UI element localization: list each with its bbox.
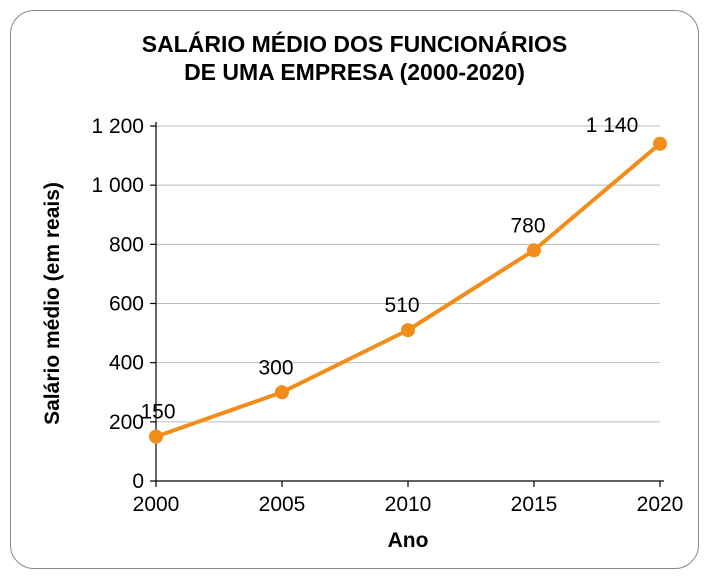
data-label: 780 [510, 214, 545, 237]
series-line [156, 144, 660, 437]
y-tick-label: 200 [109, 411, 144, 434]
data-point [527, 243, 541, 257]
chart-svg: 0 200 400 600 800 1 000 1 200 2000 2005 2010 2015 2… [21, 104, 690, 559]
data-label: 150 [140, 401, 175, 424]
data-point [401, 323, 415, 337]
data-point [275, 385, 289, 399]
y-tick-label: 800 [109, 234, 144, 257]
data-label: 300 [258, 356, 293, 379]
data-point [149, 430, 163, 444]
x-tick-label: 2015 [511, 493, 558, 516]
data-label: 1 140 [586, 114, 639, 137]
y-tick-label: 400 [109, 352, 144, 375]
chart-title-line2: DE UMA EMPRESA (2000-2020) [21, 59, 688, 87]
x-tick-label: 2000 [133, 493, 180, 516]
y-tick-label: 1 000 [91, 174, 144, 197]
y-tick-label: 1 200 [91, 115, 144, 138]
y-tick-label: 600 [109, 293, 144, 316]
chart-card: SALÁRIO MÉDIO DOS FUNCIONÁRIOS DE UMA EM… [10, 10, 699, 569]
x-tick-label: 2005 [259, 493, 306, 516]
chart-title-line1: SALÁRIO MÉDIO DOS FUNCIONÁRIOS [21, 31, 688, 59]
y-tick-label: 0 [132, 470, 144, 493]
y-axis-title: Salário médio (em reais) [41, 182, 64, 425]
x-tick-label: 2010 [385, 493, 432, 516]
chart-title: SALÁRIO MÉDIO DOS FUNCIONÁRIOS DE UMA EM… [21, 31, 688, 86]
data-point [653, 137, 667, 151]
plot-area: 0 200 400 600 800 1 000 1 200 2000 2005 2010 2015 2… [21, 104, 688, 559]
x-tick-label: 2020 [637, 493, 684, 516]
x-axis-title: Ano [388, 529, 429, 552]
data-label: 510 [384, 294, 419, 317]
